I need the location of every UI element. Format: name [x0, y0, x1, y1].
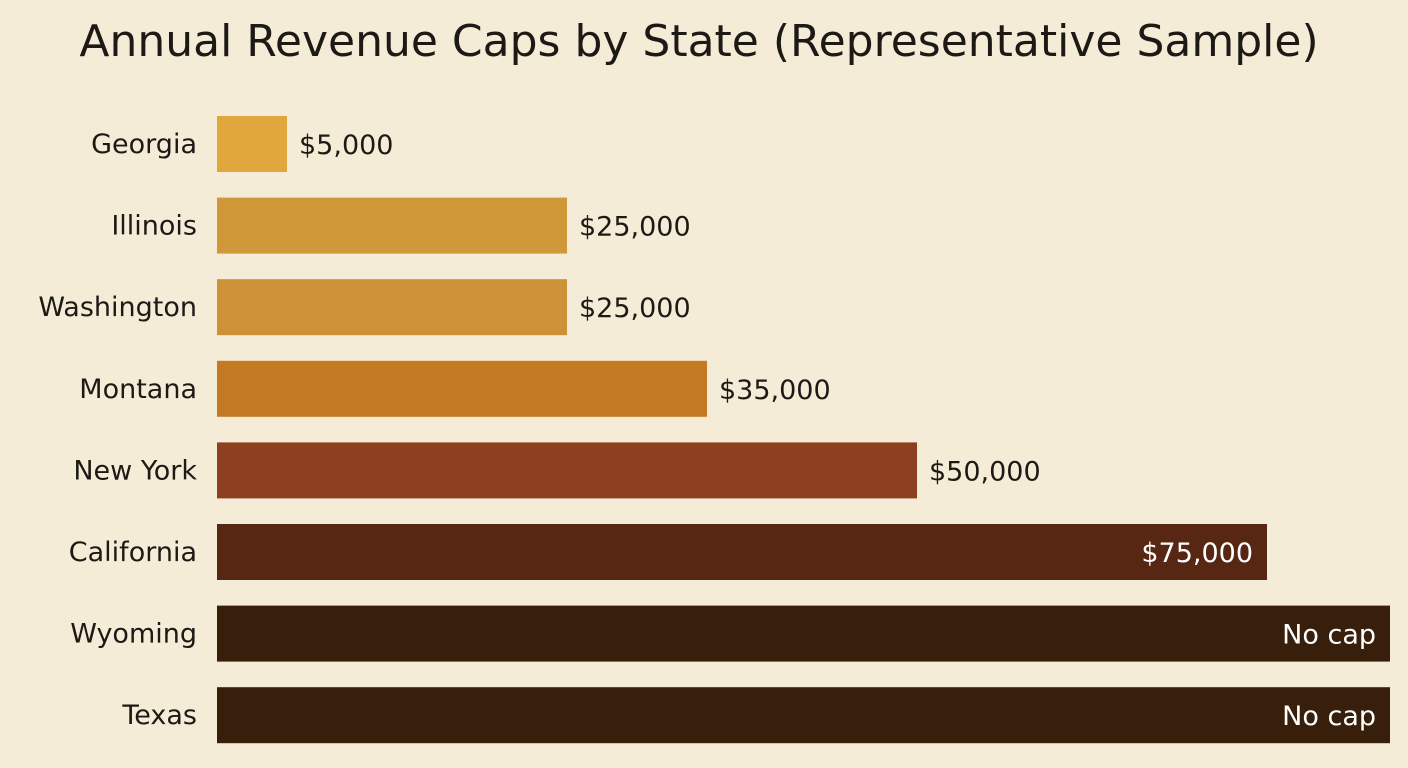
value-label: $75,000 — [1141, 538, 1253, 569]
category-label: Illinois — [111, 211, 197, 242]
bar — [217, 279, 567, 336]
category-label: Washington — [38, 292, 197, 323]
value-label: $25,000 — [579, 212, 691, 243]
category-label: New York — [73, 455, 197, 486]
category-label: Texas — [121, 700, 197, 731]
bar — [217, 605, 1390, 662]
category-label: California — [69, 537, 197, 568]
bar — [217, 687, 1390, 744]
chart-title: Annual Revenue Caps by State (Representa… — [79, 16, 1318, 67]
value-label: No cap — [1282, 620, 1376, 651]
category-label: Georgia — [91, 129, 197, 160]
bar — [217, 116, 287, 172]
value-label: $25,000 — [579, 293, 691, 324]
bars-group: Georgia $5,000 Illinois $25,000 Washington $2… — [38, 116, 1390, 744]
value-label: $5,000 — [299, 130, 393, 161]
value-label: No cap — [1282, 701, 1376, 732]
category-label: Wyoming — [70, 619, 197, 650]
value-label: $35,000 — [719, 375, 831, 406]
bar — [217, 442, 917, 499]
value-label: $50,000 — [929, 456, 1041, 487]
category-label: Montana — [79, 374, 197, 405]
bar — [217, 524, 1267, 580]
bar — [217, 360, 707, 417]
bar — [217, 197, 567, 254]
